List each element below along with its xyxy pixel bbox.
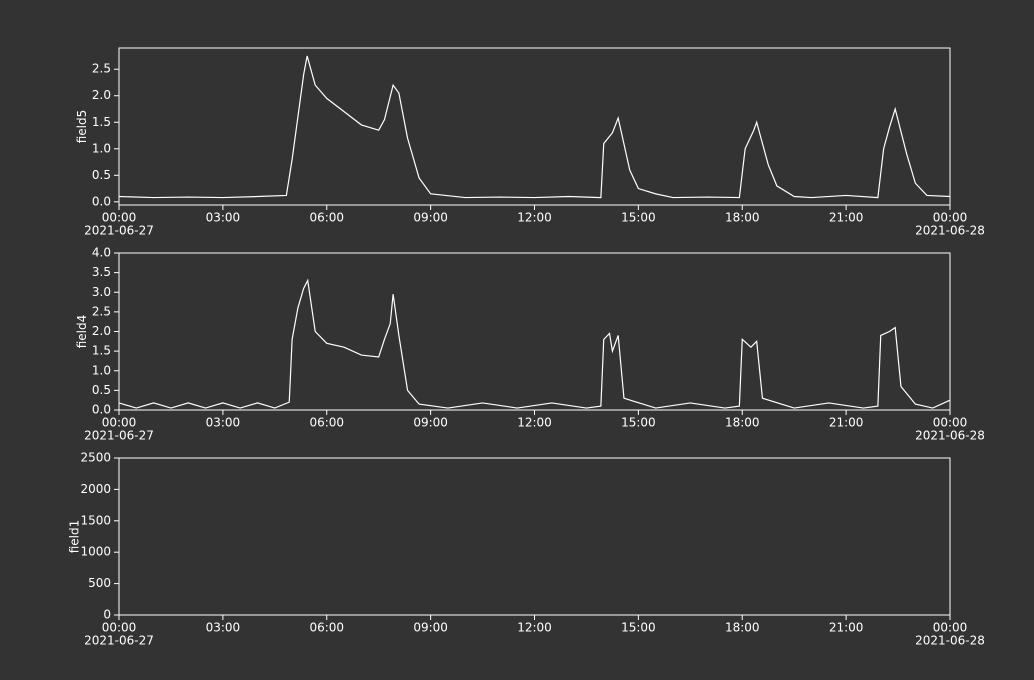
y-tick-label: 0.0 [92, 194, 111, 208]
x-tick-label: 15:00 [621, 416, 656, 430]
x-tick-label: 06:00 [309, 416, 344, 430]
x-tick-label: 18:00 [725, 211, 760, 225]
y-tick-label: 2.0 [92, 324, 111, 338]
y-axis-label: field4 [75, 315, 89, 349]
x-tick-label: 12:00 [517, 621, 552, 635]
y-tick-label: 0.5 [92, 383, 111, 397]
y-tick-label: 1.5 [92, 115, 111, 129]
y-tick-label: 2.5 [92, 62, 111, 76]
x-tick-date: 2021-06-27 [84, 429, 154, 443]
y-tick-label: 500 [88, 576, 111, 590]
y-tick-label: 3.5 [92, 265, 111, 279]
y-axis-label: field5 [75, 110, 89, 144]
y-tick-label: 2.5 [92, 304, 111, 318]
x-tick-label: 03:00 [206, 621, 241, 635]
y-tick-label: 1.0 [92, 363, 111, 377]
x-tick-label: 00:00 [933, 416, 968, 430]
y-tick-label: 1000 [80, 545, 111, 559]
x-tick-label: 09:00 [413, 211, 448, 225]
x-tick-label: 12:00 [517, 416, 552, 430]
x-tick-label: 06:00 [309, 621, 344, 635]
x-tick-label: 18:00 [725, 416, 760, 430]
plot-frame [118, 252, 951, 411]
x-tick-date: 2021-06-28 [915, 634, 985, 648]
y-tick-label: 1.5 [92, 344, 111, 358]
y-tick-label: 2500 [80, 451, 111, 465]
x-tick-date: 2021-06-27 [84, 224, 154, 238]
y-axis-label: field1 [68, 520, 82, 554]
x-tick-date: 2021-06-27 [84, 634, 154, 648]
y-tick-label: 0 [103, 608, 111, 622]
data-line [118, 278, 951, 409]
y-tick-label: 3.0 [92, 285, 111, 299]
data-line [118, 55, 951, 199]
x-tick-label: 00:00 [102, 211, 137, 225]
x-tick-label: 21:00 [829, 416, 864, 430]
y-tick-label: 0.0 [92, 403, 111, 417]
x-tick-label: 00:00 [933, 621, 968, 635]
x-tick-label: 09:00 [413, 416, 448, 430]
x-tick-label: 21:00 [829, 621, 864, 635]
x-tick-label: 03:00 [206, 416, 241, 430]
y-tick-label: 2000 [80, 482, 111, 496]
plot-frame [118, 457, 951, 616]
x-tick-label: 12:00 [517, 211, 552, 225]
x-tick-date: 2021-06-28 [915, 429, 985, 443]
x-tick-label: 15:00 [621, 211, 656, 225]
x-tick-label: 00:00 [102, 416, 137, 430]
x-tick-label: 00:00 [933, 211, 968, 225]
x-tick-date: 2021-06-28 [915, 224, 985, 238]
y-tick-label: 0.5 [92, 168, 111, 182]
y-tick-label: 1.0 [92, 141, 111, 155]
x-tick-label: 03:00 [206, 211, 241, 225]
y-tick-label: 2.0 [92, 88, 111, 102]
x-tick-label: 15:00 [621, 621, 656, 635]
x-tick-label: 21:00 [829, 211, 864, 225]
y-tick-label: 4.0 [92, 246, 111, 260]
x-tick-label: 18:00 [725, 621, 760, 635]
plot-frame [118, 47, 951, 206]
x-tick-label: 06:00 [309, 211, 344, 225]
x-tick-label: 00:00 [102, 621, 137, 635]
x-tick-label: 09:00 [413, 621, 448, 635]
y-tick-label: 1500 [80, 513, 111, 527]
